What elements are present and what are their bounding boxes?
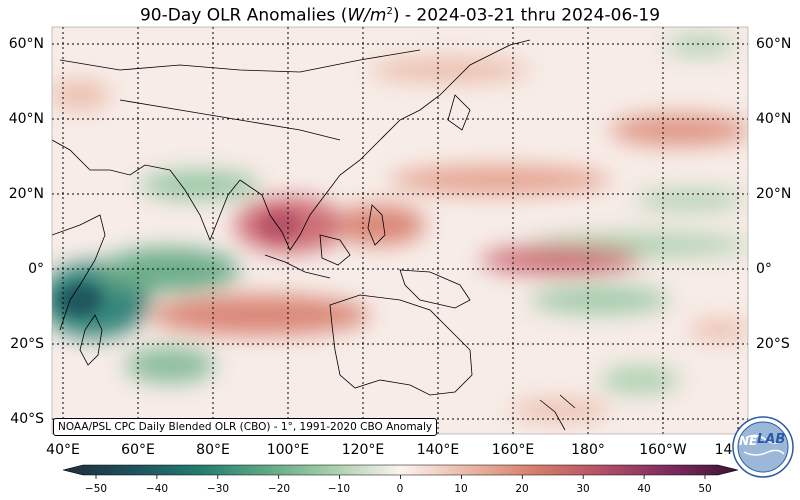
lat-label-left-eq: 0° [28, 261, 44, 277]
anomaly-pos-subtropical-pacific [390, 166, 610, 194]
logo-globe [737, 421, 789, 473]
anomaly-neg-north-pacific [665, 35, 735, 55]
title-prefix: 90-Day OLR Anomalies ( [139, 5, 348, 26]
colorbar-tick-marks [95, 475, 706, 479]
lat-label-right-40n: 40°N [756, 111, 792, 127]
lat-label-right-20s: 20°S [756, 336, 790, 352]
anomaly-pos-se-pacific [690, 320, 748, 340]
anomaly-neg-indian-band [100, 248, 240, 292]
anomaly-pos-philippines [335, 205, 425, 245]
coast-east-asia [399, 39, 531, 121]
anomaly-neg-sw-pacific [530, 286, 670, 314]
colorbar-label: −30 [206, 483, 230, 495]
anomaly-pos-north [370, 58, 530, 82]
coast-arabia [52, 139, 171, 176]
anomaly-pos-south-indian [150, 295, 370, 335]
lon-label-180: 180° [571, 442, 605, 458]
title-unit-exponent: 2 [386, 6, 393, 17]
source-note: NOAA/PSL CPC Daily Blended OLR (CBO) - 1… [53, 418, 438, 436]
colorbar-label: −20 [267, 483, 291, 495]
lat-label-left-40n: 40°N [8, 111, 44, 127]
anomaly-neg-south-pacific [600, 366, 680, 394]
coast-new-guinea [399, 269, 471, 309]
lat-label-left-40s: 40°S [10, 411, 44, 427]
colorbar-label: −50 [84, 483, 108, 495]
anomaly-neg-india [140, 171, 260, 199]
anomaly-pos-tasman [510, 400, 610, 420]
colorbar-label: 20 [515, 483, 529, 495]
coast-philippines [367, 204, 386, 246]
logo-text-left: NE [739, 434, 758, 448]
coast-india [169, 169, 241, 242]
anomaly-strong-pos-core [260, 211, 300, 239]
colorbar-label: 10 [454, 483, 468, 495]
border-central-asia [119, 99, 341, 141]
colorbar-bar [62, 464, 739, 476]
lon-label-160e: 160°E [491, 442, 535, 458]
coast-madagascar [79, 314, 103, 366]
lab-logo [732, 416, 794, 478]
anomaly-pos-equatorial-pacific [480, 246, 640, 274]
colorbar [62, 464, 739, 479]
lat-label-right-eq: 0° [756, 261, 772, 277]
logo-text-right: LAB [757, 432, 786, 447]
colorbar-label: −40 [145, 483, 169, 495]
colorbar-label: 30 [576, 483, 590, 495]
lat-label-left-60n: 60°N [8, 36, 44, 52]
colorbar-label: 50 [698, 483, 712, 495]
lon-label-100e: 100°E [266, 442, 310, 458]
coast-africa-east [52, 214, 106, 331]
coast-sumatra-java [264, 254, 331, 279]
lat-label-left-20s: 20°S [10, 336, 44, 352]
title-suffix: ) - 2024-03-21 thru 2024-06-19 [392, 5, 661, 26]
coast-se-asia [239, 119, 401, 251]
logo-swirl [743, 434, 785, 456]
lat-label-right-20n: 20°N [756, 186, 792, 202]
lat-label-left-20n: 20°N [8, 186, 44, 202]
lon-label-140e: 140°E [416, 442, 460, 458]
coast-australia [329, 294, 473, 396]
coast-japan [447, 94, 471, 131]
coastlines [52, 39, 576, 431]
lon-label-60e: 60°E [121, 442, 155, 458]
border-north-asia [59, 49, 421, 73]
anomaly-field [52, 27, 748, 434]
lon-label-120e: 120°E [341, 442, 385, 458]
coast-new-zealand [539, 394, 576, 431]
anomaly-pos-nw-pacific [610, 114, 748, 146]
lon-label-80e: 80°E [196, 442, 230, 458]
lat-label-right-60n: 60°N [756, 36, 792, 52]
lon-label-40e: 40°E [46, 442, 80, 458]
anomaly-strong-neg-core [58, 284, 102, 316]
colorbar-label: −10 [327, 483, 351, 495]
anomaly-neg-south-indian [125, 347, 215, 383]
colorbar-label: 40 [637, 483, 651, 495]
map-title: 90-Day OLR Anomalies (W/m2) - 2024-03-21… [0, 0, 800, 26]
colorbar-label: 0 [396, 483, 404, 495]
lon-label-160w: 160°W [639, 442, 687, 458]
anomaly-neg-central-pacific [635, 190, 745, 210]
anomaly-pos-west-asia [52, 81, 110, 109]
title-unit: W/m [347, 5, 387, 26]
coast-borneo [319, 234, 351, 266]
